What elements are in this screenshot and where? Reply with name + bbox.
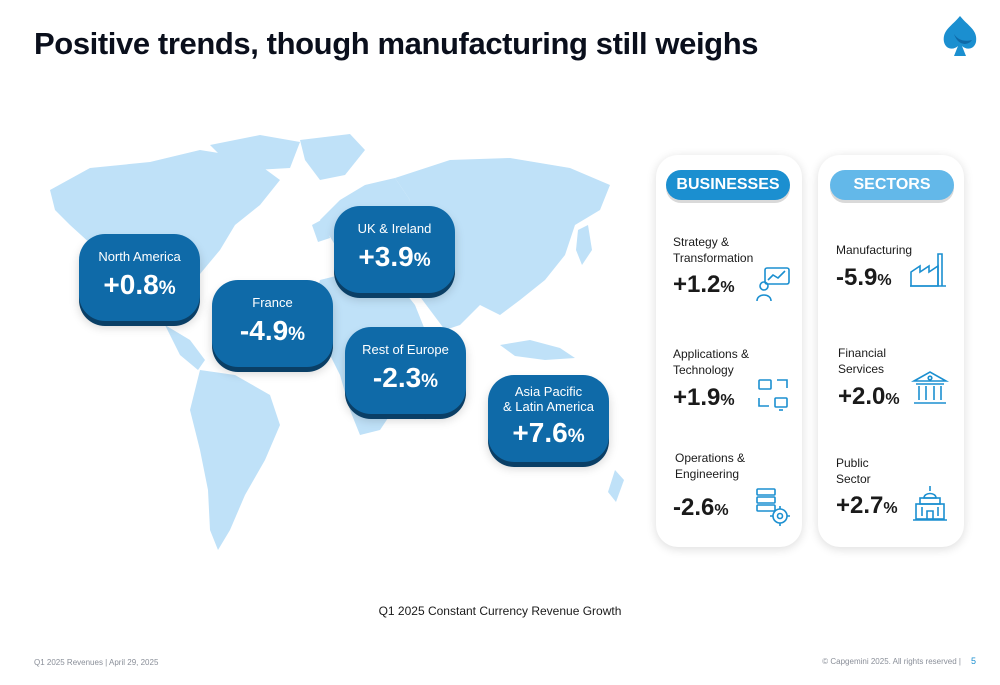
business-value: +1.9% <box>673 384 735 411</box>
business-value: +1.2% <box>673 271 735 298</box>
region-name: Rest of Europe <box>362 342 449 357</box>
sectors-heading: SECTORS <box>830 170 954 200</box>
region-unit: % <box>421 371 439 392</box>
page-number: 5 <box>970 656 976 666</box>
business-value: -2.6% <box>673 494 729 521</box>
footer-right: © Capgemini 2025. All rights reserved | 5 <box>822 656 976 666</box>
sector-label: Manufacturing <box>836 243 913 257</box>
sector-value: -5.9% <box>836 264 892 291</box>
region-unit: % <box>567 425 585 447</box>
page-title: Positive trends, though manufacturing st… <box>34 26 759 61</box>
region-north-america: North America +0.8% <box>79 234 200 321</box>
region-name: UK & Ireland <box>357 221 432 236</box>
business-label: Strategy & Transformation <box>673 235 754 265</box>
region-value: +3.9 <box>358 241 414 272</box>
sector-label: Financial Services <box>838 346 887 376</box>
region-value: +7.6 <box>512 416 568 448</box>
region-unit: % <box>158 278 176 299</box>
factory-icon <box>910 253 946 287</box>
business-label: Operations & Engineering <box>675 451 746 481</box>
region-rest-of-europe: Rest of Europe -2.3% <box>345 327 466 414</box>
region-asia-pacific-latin-america: Asia Pacific & Latin America +7.6% <box>488 375 609 462</box>
region-name: France <box>252 295 293 310</box>
devices-icon <box>758 379 788 411</box>
copyright: © Capgemini 2025. All rights reserved | <box>822 657 961 666</box>
government-building-icon <box>913 486 947 521</box>
business-label: Applications & Technology <box>673 347 750 377</box>
sector-value: +2.7% <box>836 492 898 519</box>
bank-icon <box>910 371 950 404</box>
strategy-icon <box>756 267 790 302</box>
region-value: +0.8 <box>103 269 159 300</box>
chart-caption: Q1 2025 Constant Currency Revenue Growth <box>378 604 622 618</box>
region-unit: % <box>288 324 306 345</box>
sectors-card <box>818 155 964 547</box>
region-france: France -4.9% <box>212 280 333 367</box>
region-name-line2: & Latin America <box>502 398 595 414</box>
region-name: North America <box>98 249 181 264</box>
region-unit: % <box>413 250 431 271</box>
region-value: -4.9 <box>239 315 289 346</box>
businesses-card <box>656 155 802 547</box>
region-name: Asia Pacific <box>514 383 583 399</box>
region-uk-ireland: UK & Ireland +3.9% <box>334 206 455 293</box>
capgemini-spade-logo-icon <box>943 16 977 56</box>
server-gear-icon <box>756 488 790 526</box>
businesses-heading: BUSINESSES <box>666 170 790 200</box>
sector-value: +2.0% <box>838 383 900 410</box>
footer-left: Q1 2025 Revenues | April 29, 2025 <box>34 658 159 667</box>
sector-label: Public Sector <box>836 456 871 486</box>
region-value: -2.3 <box>372 362 422 393</box>
